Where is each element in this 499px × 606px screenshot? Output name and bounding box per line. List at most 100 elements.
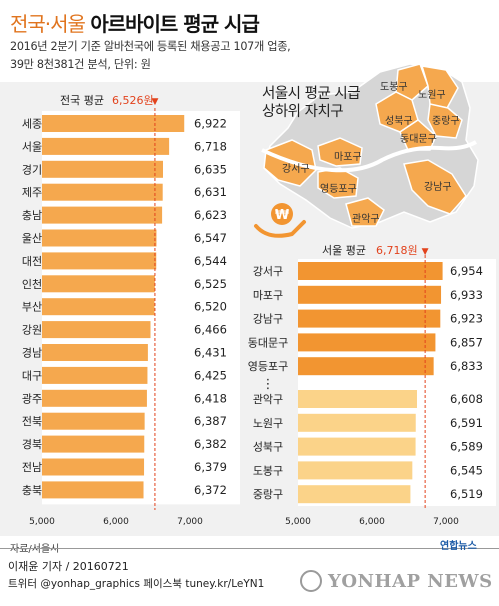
right-top-bar: [298, 262, 443, 280]
right-average-label: 서울 평균: [322, 244, 366, 257]
right-top-bar: [298, 285, 442, 304]
left-x-tick-label: 5,000: [29, 517, 55, 527]
left-value-label: 6,623: [194, 208, 227, 222]
right-category-label: 강서구: [253, 265, 283, 278]
left-value-label: 6,387: [194, 414, 227, 428]
yonhap-globe-icon: [300, 570, 322, 592]
left-category-label: 경남: [22, 347, 42, 360]
right-bar-chart: 5,000 6,000 7,000 강서구 6,954 마포구 6,933 강남구 6,923 동…: [248, 244, 496, 527]
right-value-label: 6,591: [450, 416, 483, 430]
right-x-tick-label: 7,000: [433, 517, 459, 527]
right-category-label: 노원구: [253, 417, 283, 430]
left-value-label: 6,379: [194, 460, 227, 474]
left-bar: [42, 160, 163, 178]
left-bar: [42, 115, 185, 132]
map-label-seongbuk: 성북구: [385, 116, 413, 127]
left-value-label: 6,525: [194, 277, 227, 291]
district-dongdaemun: [399, 119, 437, 151]
left-bar: [42, 366, 148, 384]
left-value-label: 6,431: [194, 346, 227, 360]
right-x-tick-label: 5,000: [285, 517, 311, 527]
map-label-gangnam: 강남구: [424, 182, 452, 193]
right-category-label: 성북구: [253, 441, 283, 454]
left-average-value: 6,526원: [112, 94, 154, 107]
right-value-label: 6,833: [450, 359, 483, 373]
left-category-label: 서울: [22, 140, 42, 153]
right-average-value: 6,718원: [376, 244, 418, 257]
left-bar: [42, 183, 163, 201]
left-category-label: 충남: [22, 209, 42, 222]
left-category-label: 세종: [22, 118, 42, 131]
left-bar: [42, 458, 145, 476]
map-title-line1: 서울시 평균 시급: [262, 86, 361, 102]
footer-divider: [0, 548, 499, 549]
right-category-label: 영등포구: [248, 360, 288, 373]
left-x-tick-label: 6,000: [103, 517, 129, 527]
seoul-district-map: [261, 63, 479, 229]
right-category-label: 마포구: [253, 289, 283, 302]
district-jungnang: [427, 103, 463, 139]
left-category-label: 인천: [22, 277, 42, 291]
map-label-yeongdeungpo: 영등포구: [320, 184, 357, 195]
right-value-label: 6,857: [450, 335, 483, 349]
left-value-label: 6,418: [194, 391, 227, 405]
right-bottom-bar: [298, 413, 416, 432]
right-value-label: 6,923: [450, 312, 483, 326]
right-bottom-bar: [298, 461, 413, 480]
right-average-marker: ▼: [422, 247, 429, 257]
right-x-tick-label: 6,000: [359, 517, 385, 527]
left-bar: [42, 412, 145, 430]
right-value-label: 6,589: [450, 440, 483, 454]
left-value-label: 6,547: [194, 231, 227, 245]
map-label-gangseo: 강서구: [282, 164, 310, 175]
map-label-dobong: 도봉구: [380, 82, 408, 93]
left-category-label: 제주: [22, 186, 42, 199]
left-category-label: 경북: [22, 438, 42, 451]
map-title-line2: 상하위 자치구: [262, 104, 344, 120]
district-gwanak: [345, 197, 385, 227]
left-value-label: 6,631: [194, 185, 227, 199]
right-value-label: 6,519: [450, 487, 483, 501]
map-label-gwanak: 관악구: [352, 214, 380, 225]
left-category-label: 부산: [22, 301, 42, 314]
left-bar: [42, 321, 151, 339]
left-bar: [42, 229, 157, 247]
chart-title: 전국·서울 아르바이트 평균 시급: [10, 8, 260, 37]
district-mapo: [317, 137, 363, 167]
left-x-tick-label: 7,000: [177, 517, 203, 527]
left-average-label: 전국 평균: [60, 94, 104, 107]
left-category-label: 대구: [22, 369, 42, 382]
money-hand-icon: ₩: [254, 203, 306, 238]
left-bar: [42, 435, 145, 453]
left-category-label: 전북: [22, 415, 42, 428]
han-river: [261, 140, 477, 173]
map-label-nowon: 노원구: [418, 90, 446, 101]
subtitle-line2: 39만 8천381건 분석, 단위: 원: [10, 58, 151, 71]
right-category-label: 도봉구: [253, 464, 283, 477]
left-value-label: 6,520: [194, 300, 227, 314]
watermark: YONHAP NEWS: [300, 568, 495, 594]
district-dobong: [395, 63, 429, 101]
right-gap-marker: ⋮: [262, 377, 275, 392]
right-value-label: 6,608: [450, 392, 483, 406]
left-average-marker: ▼: [151, 97, 158, 107]
right-top-bar: [298, 309, 441, 328]
left-bar: [42, 344, 148, 361]
right-category-label: 관악구: [253, 393, 283, 406]
right-value-label: 6,545: [450, 463, 483, 477]
left-category-label: 충북: [22, 484, 42, 497]
map-label-dongdaemun: 동대문구: [400, 134, 437, 145]
left-category-label: 경기: [22, 163, 42, 176]
left-bar: [42, 481, 144, 499]
left-value-label: 6,718: [194, 139, 227, 153]
left-value-label: 6,425: [194, 368, 227, 382]
left-category-label: 울산: [22, 232, 42, 245]
left-bar: [42, 252, 157, 270]
left-bar: [42, 206, 163, 224]
left-category-label: 전남: [22, 461, 42, 474]
left-category-label: 대전: [22, 255, 42, 268]
right-bottom-bar: [298, 485, 411, 504]
social-links: 트위터 @yonhap_graphics 페이스북 tuney.kr/LeYN1: [8, 578, 265, 590]
left-value-label: 6,635: [194, 162, 227, 176]
